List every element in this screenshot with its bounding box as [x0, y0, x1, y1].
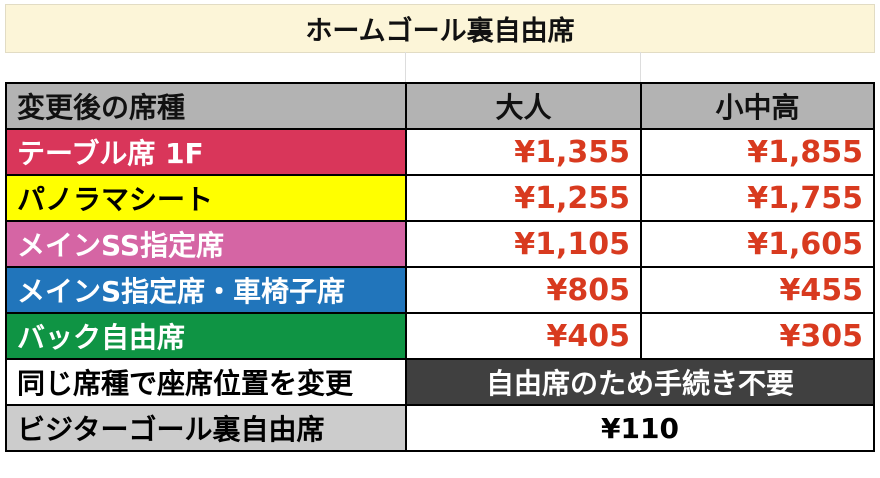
header-adult: 大人 [405, 82, 642, 130]
table-title: ホームゴール裏自由席 [5, 4, 875, 53]
table-row: メインS指定席・車椅子席 ¥805 ¥455 [5, 266, 875, 314]
visitor-price: ¥110 [405, 404, 875, 452]
child-price: ¥1,855 [640, 128, 875, 176]
adult-price: ¥405 [405, 312, 642, 360]
header-seat-type: 変更後の席種 [5, 82, 407, 130]
child-price: ¥1,605 [640, 220, 875, 268]
grid-line [640, 52, 641, 82]
visitor-row: ビジターゴール裏自由席 ¥110 [5, 404, 875, 452]
table-row: メインSS指定席 ¥1,105 ¥1,605 [5, 220, 875, 268]
seat-type-label: テーブル席 1F [5, 128, 407, 176]
same-seat-value: 自由席のため手続き不要 [405, 358, 875, 406]
price-table: 変更後の席種 大人 小中高 テーブル席 1F ¥1,355 ¥1,855 パノラマ… [5, 82, 875, 452]
table-row: パノラマシート ¥1,255 ¥1,755 [5, 174, 875, 222]
header-child: 小中高 [640, 82, 875, 130]
adult-price: ¥1,255 [405, 174, 642, 222]
seat-type-label: メインSS指定席 [5, 220, 407, 268]
same-seat-label: 同じ席種で座席位置を変更 [5, 358, 407, 406]
table-row: バック自由席 ¥405 ¥305 [5, 312, 875, 360]
seat-type-label: バック自由席 [5, 312, 407, 360]
grid-line [405, 52, 406, 82]
child-price: ¥305 [640, 312, 875, 360]
header-row: 変更後の席種 大人 小中高 [5, 82, 875, 130]
table-row: テーブル席 1F ¥1,355 ¥1,855 [5, 128, 875, 176]
child-price: ¥455 [640, 266, 875, 314]
same-seat-row: 同じ席種で座席位置を変更 自由席のため手続き不要 [5, 358, 875, 406]
adult-price: ¥805 [405, 266, 642, 314]
seat-type-label: メインS指定席・車椅子席 [5, 266, 407, 314]
child-price: ¥1,755 [640, 174, 875, 222]
adult-price: ¥1,105 [405, 220, 642, 268]
seat-type-label: パノラマシート [5, 174, 407, 222]
adult-price: ¥1,355 [405, 128, 642, 176]
visitor-label: ビジターゴール裏自由席 [5, 404, 407, 452]
